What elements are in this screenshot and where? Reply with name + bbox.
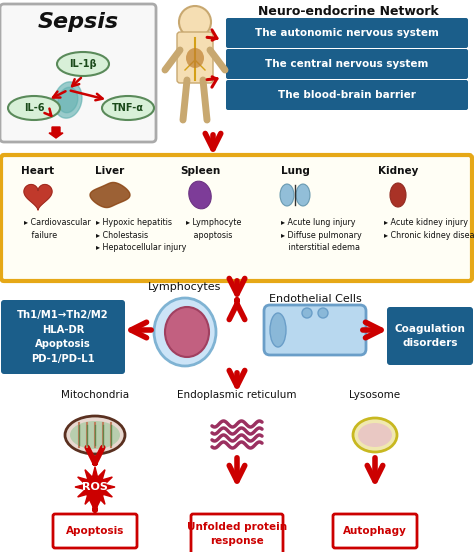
Ellipse shape [154,298,216,366]
Ellipse shape [358,423,392,447]
Polygon shape [58,87,78,113]
Text: ▸ Lymphocyte
   apoptosis: ▸ Lymphocyte apoptosis [186,218,241,240]
Text: Lymphocytes: Lymphocytes [148,282,222,292]
FancyArrow shape [49,127,63,138]
Ellipse shape [57,52,109,76]
Text: Spleen: Spleen [180,166,220,176]
Ellipse shape [70,421,120,449]
Text: IL-6: IL-6 [24,103,44,113]
Text: The autonomic nervous system: The autonomic nervous system [255,28,439,38]
Polygon shape [90,183,130,208]
Ellipse shape [189,181,211,209]
Text: ▸ Hypoxic hepatitis
▸ Cholestasis
▸ Hepatocellular injury: ▸ Hypoxic hepatitis ▸ Cholestasis ▸ Hepa… [96,218,186,252]
Text: Kidney: Kidney [378,166,418,176]
Ellipse shape [186,48,204,68]
FancyBboxPatch shape [333,514,417,548]
Text: Endothelial Cells: Endothelial Cells [269,294,361,304]
FancyBboxPatch shape [226,18,468,48]
Text: Mitochondria: Mitochondria [61,390,129,400]
FancyBboxPatch shape [1,300,125,374]
Text: TNF-α: TNF-α [112,103,144,113]
FancyBboxPatch shape [226,80,468,110]
Polygon shape [54,82,82,118]
Text: ROS: ROS [82,482,108,492]
Text: ▸ Acute kidney injury
▸ Chronic kidney disease: ▸ Acute kidney injury ▸ Chronic kidney d… [384,218,474,240]
Ellipse shape [270,313,286,347]
Ellipse shape [102,96,154,120]
Text: Apoptosis: Apoptosis [66,526,124,536]
Text: Neuro-endocrine Network: Neuro-endocrine Network [258,5,438,18]
Ellipse shape [280,184,294,206]
Text: Autophagy: Autophagy [343,526,407,536]
FancyBboxPatch shape [177,32,213,83]
Polygon shape [24,184,52,210]
FancyBboxPatch shape [1,155,472,281]
FancyBboxPatch shape [191,514,283,552]
Text: The blood-brain barrier: The blood-brain barrier [278,90,416,100]
FancyBboxPatch shape [387,307,473,365]
Text: Th1/M1→Th2/M2
HLA-DR
Apoptosis
PD-1/PD-L1: Th1/M1→Th2/M2 HLA-DR Apoptosis PD-1/PD-L… [17,310,109,364]
Text: IL-1β: IL-1β [69,59,97,69]
Ellipse shape [65,416,125,454]
Text: Liver: Liver [95,166,125,176]
Ellipse shape [390,183,406,207]
Text: Endoplasmic reticulum: Endoplasmic reticulum [177,390,297,400]
Text: The central nervous system: The central nervous system [265,59,428,69]
Circle shape [179,6,211,38]
Ellipse shape [318,308,328,318]
Text: Unfolded protein
response: Unfolded protein response [187,522,287,545]
Polygon shape [75,467,115,507]
FancyBboxPatch shape [53,514,137,548]
Ellipse shape [165,307,209,357]
Ellipse shape [296,184,310,206]
Ellipse shape [353,418,397,452]
FancyBboxPatch shape [0,4,156,142]
FancyBboxPatch shape [264,305,366,355]
Ellipse shape [302,308,312,318]
FancyBboxPatch shape [226,49,468,79]
Text: Lung: Lung [281,166,310,176]
Text: Sepsis: Sepsis [37,12,118,32]
Ellipse shape [8,96,60,120]
Text: Coagulation
disorders: Coagulation disorders [394,324,465,348]
Text: Lysosome: Lysosome [349,390,401,400]
Text: ▸ Cardiovascular
   failure: ▸ Cardiovascular failure [24,218,91,240]
Text: Heart: Heart [21,166,55,176]
Text: ▸ Acute lung injury
▸ Diffuse pulmonary
   interstitial edema: ▸ Acute lung injury ▸ Diffuse pulmonary … [281,218,362,252]
